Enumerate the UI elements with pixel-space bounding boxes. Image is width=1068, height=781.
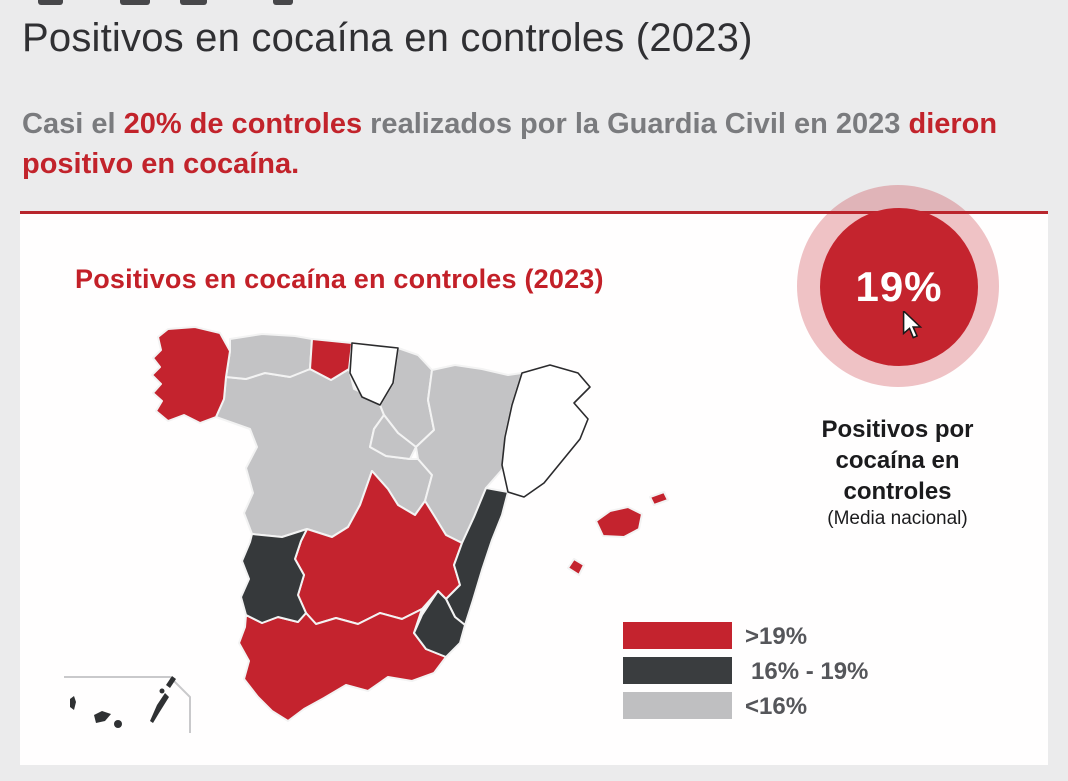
- legend-label: 16% - 19%: [751, 658, 869, 685]
- region-murcia: [413, 590, 466, 658]
- red-divider-line: [20, 211, 1048, 214]
- region-andalucia: [238, 608, 447, 722]
- national-average-badge: 19%: [820, 208, 978, 366]
- spain-choropleth-map: [64, 326, 669, 733]
- region-asturias: [225, 333, 313, 380]
- region-galicia: [151, 326, 231, 424]
- subtitle-red-2: dieron positivo en cocaína.: [22, 108, 998, 180]
- region-mallorca: [595, 506, 643, 538]
- region-la-rioja: [369, 414, 417, 460]
- region-menorca: [649, 491, 669, 506]
- map-title: Positivos en cocaína en controles (2023): [75, 264, 604, 294]
- subtitle-red-1: 20% de controles: [123, 108, 363, 140]
- subtitle-gray-2: realizados por la Guardia Civil en 2023: [362, 108, 909, 140]
- legend-label: >19%: [745, 623, 808, 650]
- legend-label: <16%: [745, 693, 808, 720]
- region-cataluna: [501, 364, 591, 498]
- region-ibiza: [567, 558, 585, 576]
- mouse-cursor-icon: [902, 311, 923, 339]
- badge-caption: Positivos por cocaína en controles: [821, 416, 974, 505]
- region-extremadura: [240, 528, 308, 624]
- page-subtitle: Casi el 20% de controles realizados por …: [22, 104, 1002, 184]
- legend-swatch-dark: [623, 657, 732, 684]
- legend-swatch-gray: [623, 692, 732, 719]
- canary-inset-border: [64, 676, 191, 733]
- page-title: Positivos en cocaína en controles (2023): [22, 16, 753, 60]
- region-pais-vasco: [349, 342, 399, 406]
- national-average-value: 19%: [855, 263, 943, 310]
- region-cantabria: [309, 338, 353, 381]
- legend-swatch-red: [623, 622, 732, 649]
- subtitle-gray-1: Casi el: [22, 108, 124, 140]
- region-canarias: [70, 676, 176, 728]
- badge-subcaption: (Media nacional): [827, 508, 968, 529]
